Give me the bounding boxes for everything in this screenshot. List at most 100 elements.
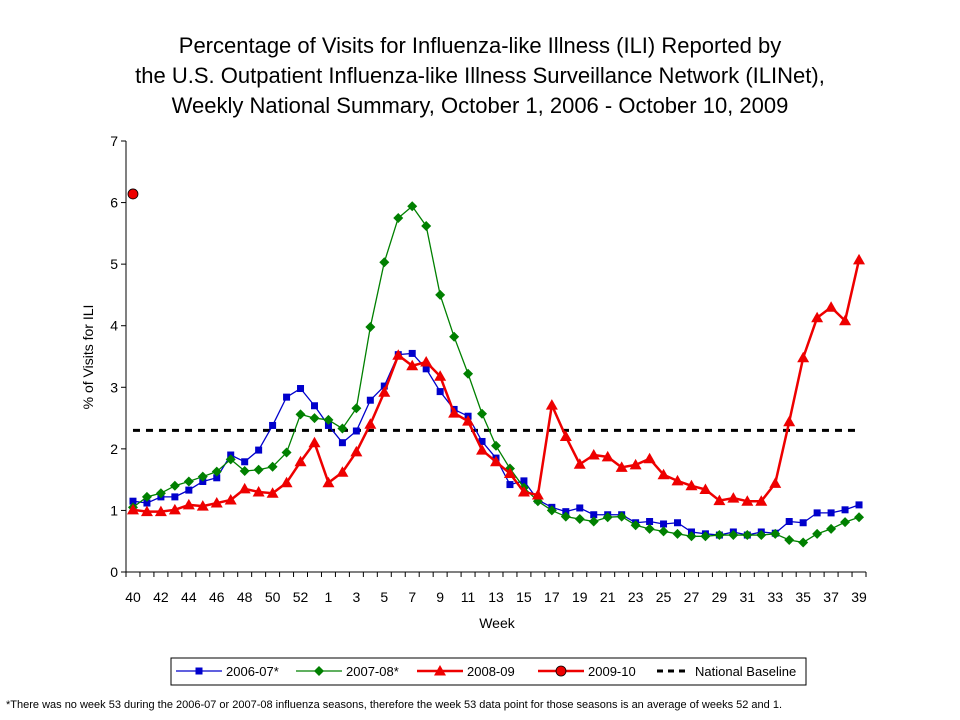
data-point <box>280 476 293 488</box>
data-point <box>393 212 404 223</box>
data-point <box>434 370 447 381</box>
data-point <box>269 421 277 429</box>
x-tick-label: 21 <box>600 589 616 605</box>
data-point <box>336 466 349 477</box>
data-point <box>408 349 416 357</box>
legend-label: 2007-08* <box>346 664 399 679</box>
y-tick-label: 2 <box>110 441 118 457</box>
data-point <box>338 439 346 447</box>
data-point <box>266 487 279 498</box>
y-tick-label: 7 <box>110 133 118 149</box>
data-point <box>366 396 374 404</box>
data-point <box>531 489 544 500</box>
x-tick-label: 3 <box>352 589 360 605</box>
data-point <box>379 257 390 268</box>
data-point <box>241 458 249 466</box>
data-point <box>841 506 849 514</box>
x-tick-label: 1 <box>325 589 333 605</box>
data-point <box>646 518 654 526</box>
data-point <box>671 474 684 486</box>
x-tick-label: 37 <box>823 589 839 605</box>
data-point <box>448 407 461 418</box>
data-point <box>337 423 348 434</box>
data-point <box>297 385 305 393</box>
data-point <box>141 491 152 502</box>
data-point <box>324 421 332 429</box>
x-tick-label: 15 <box>516 589 532 605</box>
data-point <box>644 523 655 534</box>
data-point <box>421 220 432 231</box>
series-layer <box>126 188 866 548</box>
data-point <box>520 477 528 485</box>
data-point <box>590 511 598 519</box>
data-point <box>506 481 514 489</box>
data-point <box>643 452 656 464</box>
data-point <box>323 414 334 425</box>
legend-label: 2009-10 <box>588 664 636 679</box>
data-point <box>294 455 307 467</box>
x-tick-label: 33 <box>767 589 783 605</box>
data-point <box>855 501 863 509</box>
data-point <box>351 403 362 414</box>
data-point <box>407 201 418 212</box>
data-point <box>309 413 320 424</box>
data-point <box>559 430 572 442</box>
data-point <box>252 485 265 497</box>
legend-item: 2007-08* <box>296 664 399 679</box>
data-point <box>798 537 809 548</box>
data-point <box>127 188 139 200</box>
chart-title-line-1: Percentage of Visits for Influenza-like … <box>179 33 781 58</box>
data-point <box>352 427 360 435</box>
data-point <box>840 517 851 528</box>
data-point <box>797 351 810 363</box>
data-point <box>811 311 824 323</box>
data-point <box>126 503 139 515</box>
chart-title-line-3: Weekly National Summary, October 1, 2006… <box>172 93 789 118</box>
data-point <box>587 449 600 460</box>
data-point <box>491 440 501 451</box>
data-point <box>143 499 151 507</box>
y-tick-label: 4 <box>110 318 118 334</box>
data-point <box>813 509 821 517</box>
data-point <box>255 446 263 454</box>
data-point <box>839 314 852 326</box>
legend-marker <box>195 667 203 675</box>
series-line <box>132 259 861 513</box>
x-tick-label: 39 <box>851 589 867 605</box>
data-point <box>699 483 712 494</box>
x-tick-label: 46 <box>209 589 225 605</box>
y-tick-label: 1 <box>110 502 118 518</box>
data-point <box>660 520 668 528</box>
x-tick-label: 7 <box>408 589 416 605</box>
x-axis-label: Week <box>479 615 516 631</box>
data-point <box>462 415 475 426</box>
x-tick-label: 48 <box>237 589 253 605</box>
data-point <box>812 528 823 539</box>
data-point <box>378 386 391 397</box>
legend-item: 2008-09 <box>417 664 515 679</box>
series-200809 <box>126 253 866 517</box>
data-point <box>573 458 586 469</box>
data-point <box>769 477 782 488</box>
series-200708 <box>127 201 865 548</box>
data-point <box>490 455 502 467</box>
data-point <box>503 467 516 478</box>
data-point <box>826 523 837 534</box>
data-point <box>799 519 807 527</box>
data-point <box>239 466 250 477</box>
data-point <box>686 531 697 542</box>
y-tick-label: 3 <box>110 379 118 395</box>
chart-title: Percentage of Visits for Influenza-like … <box>135 33 825 118</box>
data-point <box>854 512 865 523</box>
data-point <box>155 488 166 499</box>
data-point <box>211 466 222 477</box>
data-point <box>755 495 768 506</box>
data-point <box>281 447 292 458</box>
data-point <box>169 480 180 491</box>
y-tick-label: 6 <box>110 195 118 211</box>
data-point <box>171 493 179 501</box>
data-point <box>449 331 460 342</box>
data-point <box>545 399 558 410</box>
chart-title-line-2: the U.S. Outpatient Influenza-like Illne… <box>135 63 825 88</box>
